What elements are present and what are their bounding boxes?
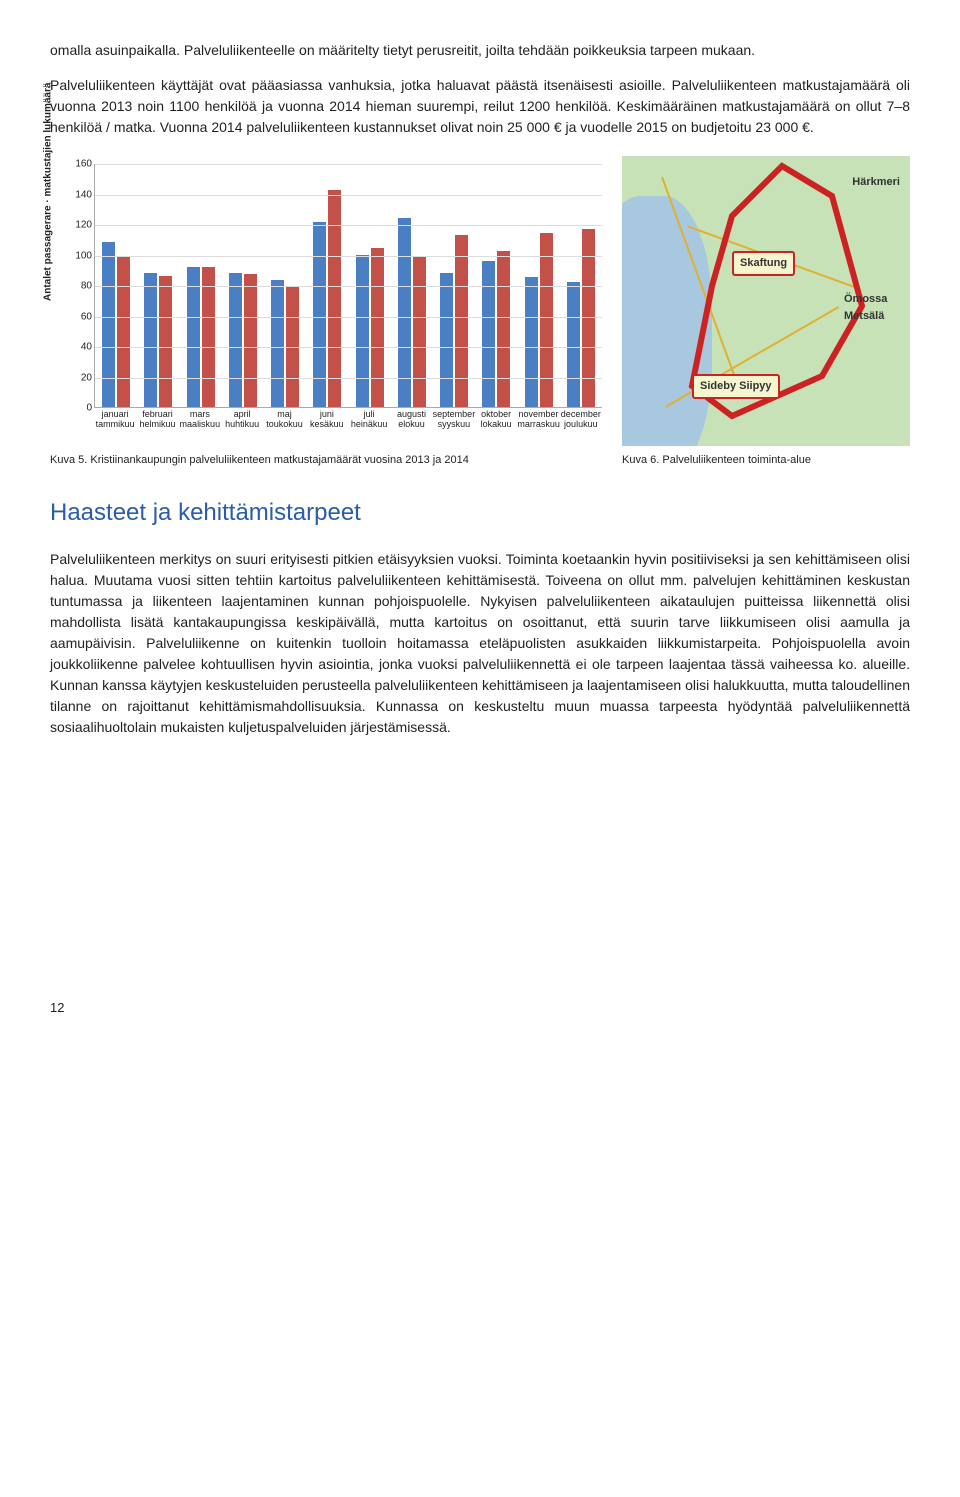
chart-bar-2013 <box>144 273 157 407</box>
chart-y-tick: 60 <box>74 309 92 324</box>
chart-y-tick: 120 <box>74 218 92 233</box>
paragraph-3: Palveluliikenteen merkitys on suuri erit… <box>50 549 910 738</box>
map-label-harkmeri: Härkmeri <box>852 174 900 191</box>
page-number: 12 <box>50 998 910 1018</box>
chart-x-tick: aprilhuhtikuu <box>221 410 263 430</box>
map-label-skaftung: Skaftung <box>732 251 795 276</box>
section-heading: Haasteet ja kehittämistarpeet <box>50 495 910 531</box>
chart-bar-2014 <box>455 235 468 407</box>
passenger-chart: Antalet passagerare · matkustajien lukum… <box>50 156 610 446</box>
chart-bar-2013 <box>313 222 326 407</box>
chart-y-tick: 160 <box>74 157 92 172</box>
chart-bar-2013 <box>398 218 411 407</box>
chart-bar-2014 <box>202 267 215 407</box>
chart-y-tick: 20 <box>74 370 92 385</box>
chart-x-tick: januaritammikuu <box>94 410 136 430</box>
chart-y-tick: 100 <box>74 248 92 263</box>
chart-x-tick: marsmaaliskuu <box>179 410 221 430</box>
chart-y-tick: 40 <box>74 340 92 355</box>
paragraph-2: Palveluliikenteen käyttäjät ovat pääasia… <box>50 75 910 138</box>
chart-x-tick: novembermarraskuu <box>517 410 559 430</box>
chart-x-tick: junikesäkuu <box>306 410 348 430</box>
chart-bar-2014 <box>371 248 384 407</box>
chart-bar-2013 <box>356 255 369 408</box>
chart-bar-2014 <box>540 233 553 407</box>
chart-bar-2014 <box>413 256 426 407</box>
chart-bar-2014 <box>159 276 172 407</box>
chart-bar-2014 <box>328 190 341 407</box>
chart-x-tick: decemberjoulukuu <box>560 410 602 430</box>
chart-x-tick: juliheinäkuu <box>348 410 390 430</box>
chart-y-tick: 0 <box>74 401 92 416</box>
chart-x-tick: februarihelmikuu <box>136 410 178 430</box>
caption-figure-5: Kuva 5. Kristiinankaupungin palveluliike… <box>50 452 610 469</box>
chart-bar-2013 <box>482 261 495 407</box>
service-area-map: Härkmeri Skaftung Ömossa Metsälä Sideby … <box>622 156 910 446</box>
chart-bar-2013 <box>229 273 242 407</box>
chart-bar-2013 <box>271 280 284 407</box>
chart-x-tick: septembersyyskuu <box>433 410 475 430</box>
map-label-omossa: Ömossa Metsälä <box>844 291 904 324</box>
chart-bar-2013 <box>525 277 538 407</box>
chart-bar-2013 <box>567 282 580 407</box>
chart-bar-2014 <box>117 256 130 407</box>
chart-bar-2014 <box>244 274 257 407</box>
chart-x-tick: majtoukokuu <box>263 410 305 430</box>
chart-y-tick: 80 <box>74 279 92 294</box>
chart-x-tick: oktoberlokakuu <box>475 410 517 430</box>
chart-bar-2013 <box>187 267 200 407</box>
chart-x-tick: augustielokuu <box>390 410 432 430</box>
chart-y-axis-label: Antalet passagerare · matkustajien lukum… <box>41 83 56 301</box>
map-label-sideby: Sideby Siipyy <box>692 374 780 399</box>
chart-bar-2013 <box>440 273 453 407</box>
chart-bar-2014 <box>497 251 510 407</box>
chart-bar-2013 <box>102 242 115 407</box>
caption-figure-6: Kuva 6. Palveluliikenteen toiminta-alue <box>622 452 910 469</box>
chart-y-tick: 140 <box>74 187 92 202</box>
paragraph-1: omalla asuinpaikalla. Palveluliikenteell… <box>50 40 910 61</box>
